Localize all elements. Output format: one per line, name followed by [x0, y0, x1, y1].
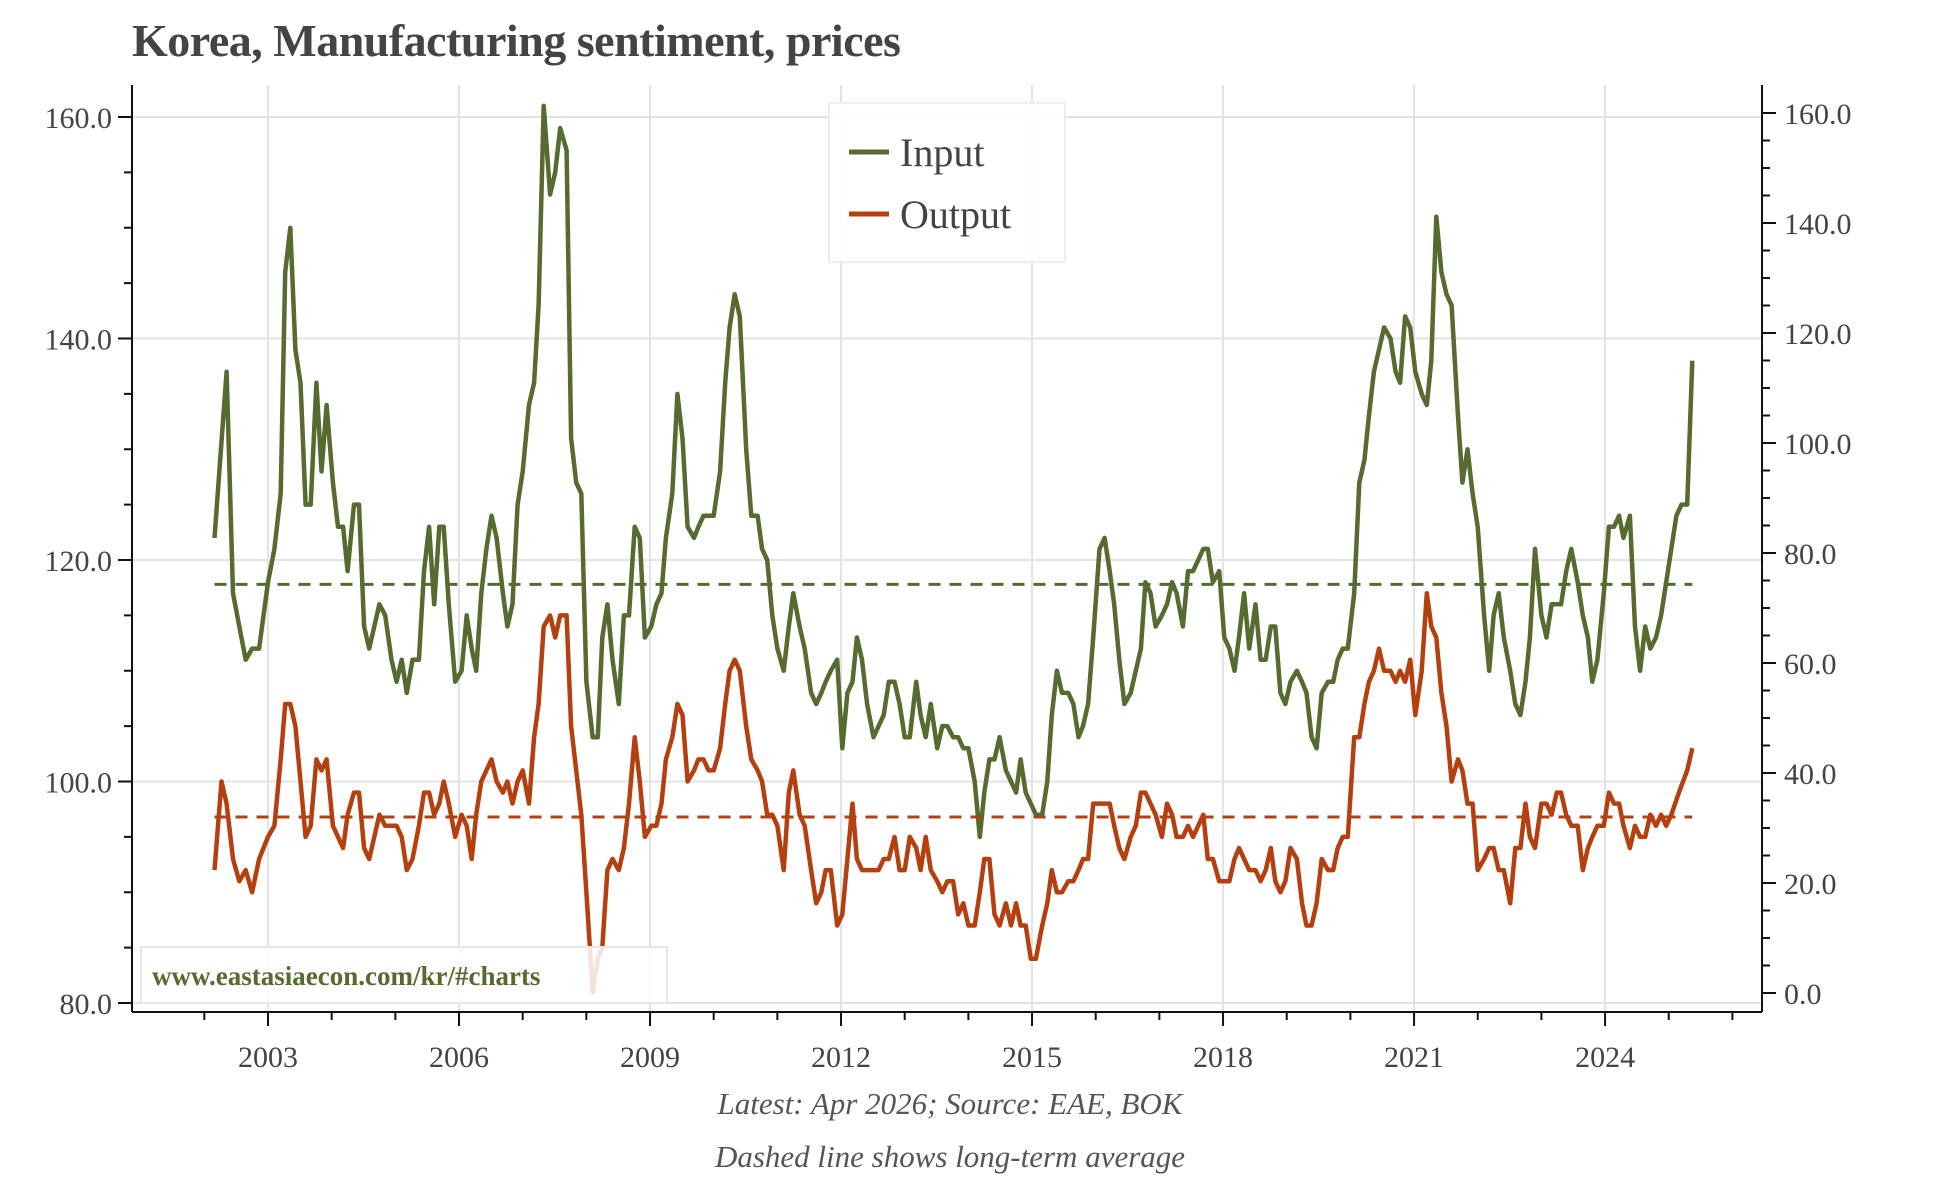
y-right-tick-label: 140.0 [1784, 208, 1852, 241]
y-left-tick-label: 160.0 [45, 102, 113, 135]
legend [828, 102, 1066, 263]
y-right-tick-label: 160.0 [1784, 98, 1852, 131]
x-tick-label: 2006 [429, 1041, 489, 1074]
x-tick-label: 2021 [1384, 1041, 1444, 1074]
legend-label-input: Input [900, 130, 984, 175]
y-left-tick-label: 140.0 [45, 324, 113, 357]
x-tick-label: 2003 [238, 1041, 298, 1074]
y-right-tick-label: 60.0 [1784, 648, 1837, 681]
x-tick-label: 2015 [1002, 1041, 1062, 1074]
x-tick-label: 2012 [811, 1041, 871, 1074]
y-right-tick-label: 40.0 [1784, 758, 1837, 791]
series-line-input [212, 103, 1695, 840]
watermark-text: www.eastasiaecon.com/kr/#charts [152, 961, 540, 991]
y-right-tick-label: 100.0 [1784, 428, 1852, 461]
y-right-tick-label: 120.0 [1784, 318, 1852, 351]
y-right-tick-label: 80.0 [1784, 538, 1837, 571]
footnote-average: Dashed line shows long-term average [714, 1139, 1186, 1174]
y-left-tick-label: 80.0 [60, 988, 113, 1021]
watermark-box [140, 946, 668, 1004]
legend-label-output: Output [900, 192, 1011, 237]
chart-title: Korea, Manufacturing sentiment, prices [132, 15, 901, 66]
footnote-source: Latest: Apr 2026; Source: EAE, BOK [717, 1086, 1183, 1121]
x-tick-label: 2009 [620, 1041, 680, 1074]
y-left-tick-label: 100.0 [45, 767, 113, 800]
x-tick-label: 2018 [1193, 1041, 1253, 1074]
y-right-tick-label: 20.0 [1784, 868, 1837, 901]
x-tick-label: 2024 [1575, 1041, 1635, 1074]
series-line-output [212, 590, 1695, 995]
y-left-tick-label: 120.0 [45, 545, 113, 578]
y-right-tick-label: 0.0 [1784, 978, 1822, 1011]
